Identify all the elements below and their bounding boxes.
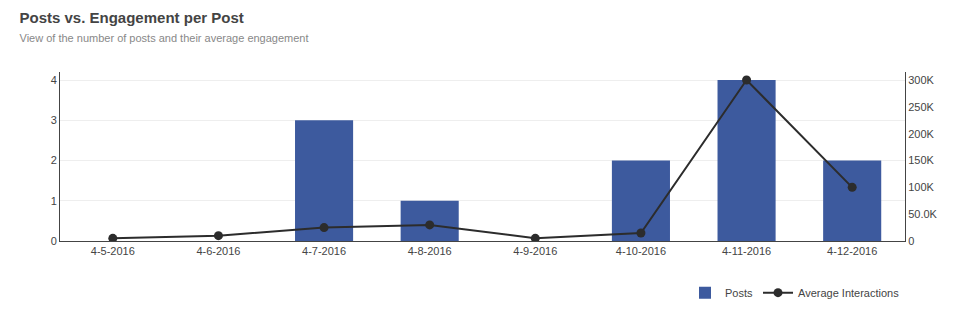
svg-text:4-10-2016: 4-10-2016: [616, 245, 666, 257]
svg-text:1: 1: [51, 195, 57, 207]
svg-text:2: 2: [51, 154, 57, 166]
svg-text:300K: 300K: [908, 74, 934, 86]
svg-text:Posts vs. Engagement per PostV: Posts vs. Engagement per PostView of the…: [20, 9, 309, 45]
svg-text:100K: 100K: [908, 181, 934, 193]
svg-text:4-7-2016: 4-7-2016: [302, 245, 346, 257]
svg-text:4-6-2016: 4-6-2016: [196, 245, 240, 257]
svg-text:0: 0: [51, 235, 57, 247]
svg-text:4-12-2016: 4-12-2016: [827, 245, 877, 257]
svg-text:4-8-2016: 4-8-2016: [408, 245, 452, 257]
svg-text:4-11-2016: 4-11-2016: [722, 245, 771, 257]
svg-text:3: 3: [51, 114, 57, 126]
svg-text:4-5-2016: 4-5-2016: [91, 245, 135, 257]
svg-text:150K: 150K: [908, 154, 934, 166]
svg-text:4: 4: [51, 74, 57, 86]
svg-text:200K: 200K: [908, 128, 934, 140]
svg-text:Posts: Posts: [725, 287, 753, 299]
svg-text:250K: 250K: [908, 101, 934, 113]
svg-text:Average Interactions: Average Interactions: [798, 287, 899, 299]
svg-text:4-9-2016: 4-9-2016: [513, 245, 557, 257]
svg-text:0: 0: [908, 235, 914, 247]
svg-text:50.0K: 50.0K: [908, 208, 937, 220]
